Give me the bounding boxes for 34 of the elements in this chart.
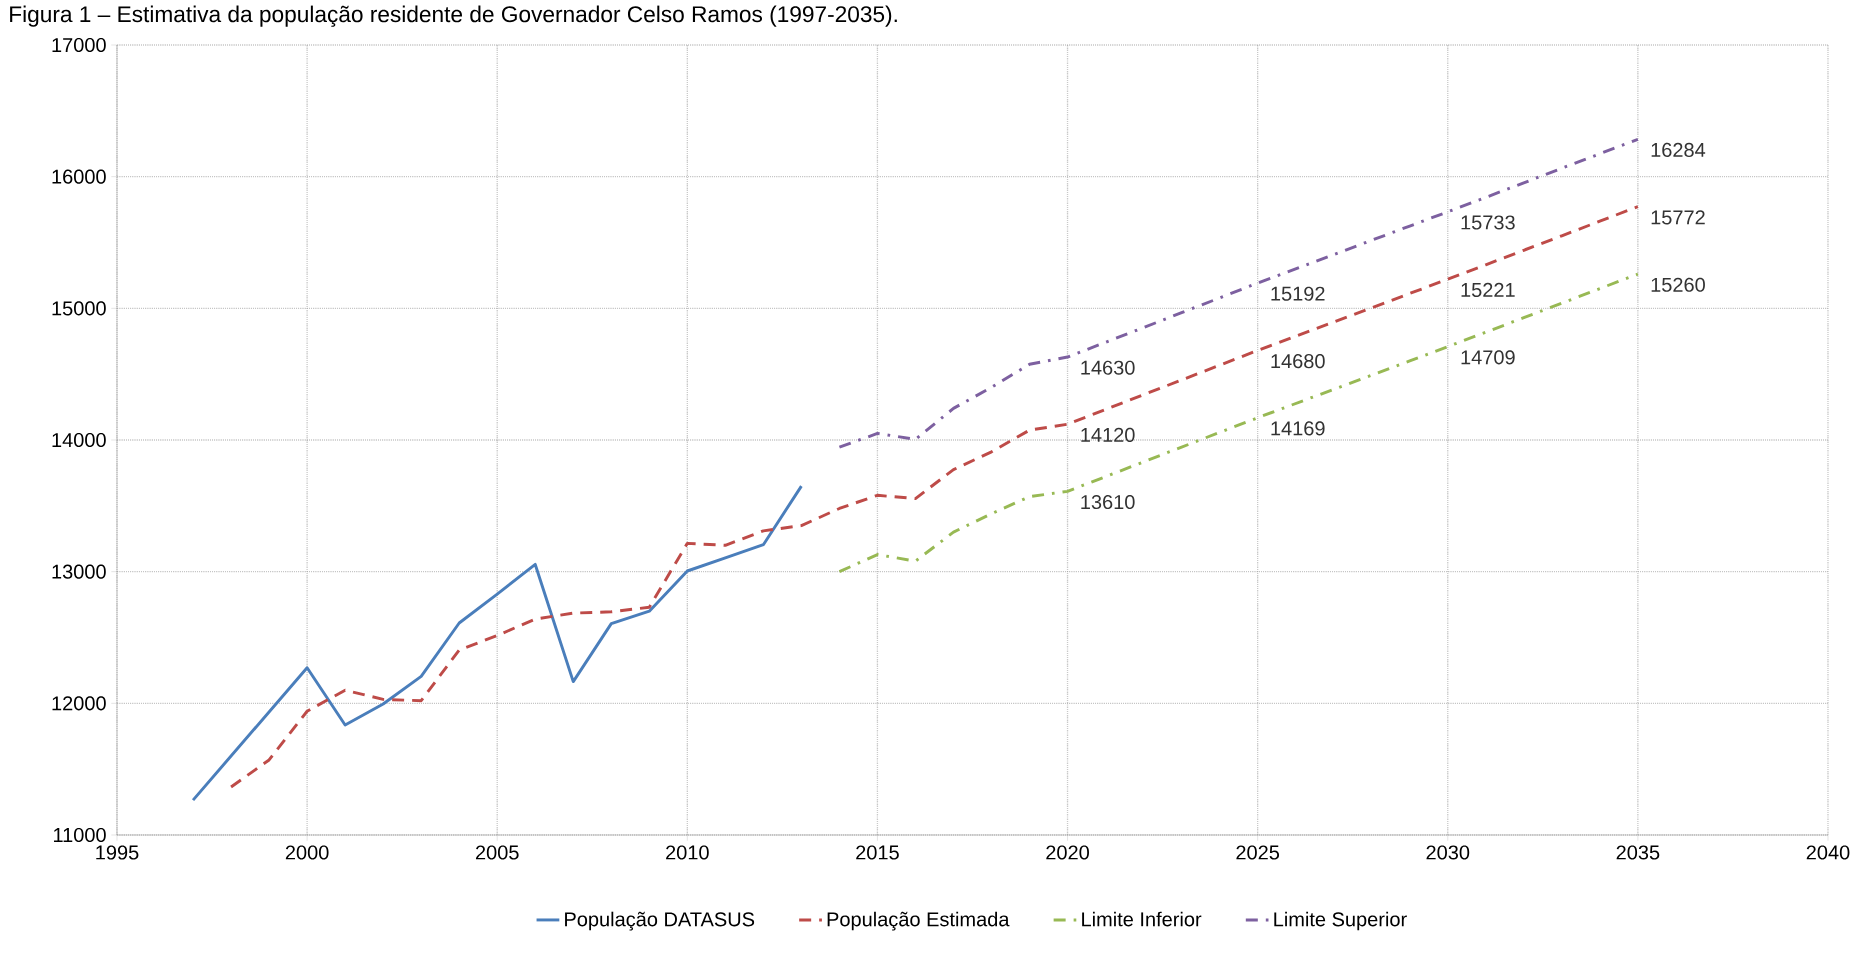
data-label: 15221 <box>1461 282 1515 297</box>
x-tick-label: 2015 <box>856 845 899 860</box>
x-tick-label: 2030 <box>1426 845 1470 860</box>
data-label: 14120 <box>1081 427 1135 442</box>
data-label: 15192 <box>1271 286 1325 301</box>
y-tick-label: 11000 <box>54 827 106 843</box>
data-label: 14680 <box>1271 354 1325 369</box>
x-tick-label: 2000 <box>285 845 329 860</box>
y-tick-label: 16000 <box>52 169 106 184</box>
data-label: 14630 <box>1081 360 1135 375</box>
legend-label: População Estimada <box>827 911 1010 931</box>
y-tick-label: 17000 <box>52 37 106 53</box>
x-tick-label: 2005 <box>475 845 519 860</box>
legend-label: População DATASUS <box>565 911 755 931</box>
x-tick-label: 2025 <box>1236 845 1280 860</box>
data-label: 15260 <box>1651 277 1705 292</box>
y-tick-label: 14000 <box>52 432 106 448</box>
x-tick-label: 2010 <box>666 845 709 860</box>
x-tick-label: 2040 <box>1806 845 1850 860</box>
data-label: 13610 <box>1081 494 1135 510</box>
data-label: 15733 <box>1461 215 1515 230</box>
x-tick-label: 2035 <box>1616 845 1660 860</box>
legend-label: Limite Superior <box>1274 911 1407 931</box>
data-label: 16284 <box>1651 142 1706 158</box>
y-tick-label: 12000 <box>52 696 106 711</box>
data-label: 14709 <box>1461 350 1515 365</box>
y-tick-label: 13000 <box>52 564 106 579</box>
data-label: 14169 <box>1271 421 1325 436</box>
legend-label: Limite Inferior <box>1082 911 1202 927</box>
x-tick-label: 1995 <box>96 845 139 860</box>
x-tick-label: 2020 <box>1046 845 1089 860</box>
data-label: 15772 <box>1651 210 1705 225</box>
chart-title: Figura 1 – Estimativa da população residente de Governador Celso Ramos (1997-2035). <box>10 5 897 27</box>
y-tick-label: 15000 <box>52 301 106 316</box>
